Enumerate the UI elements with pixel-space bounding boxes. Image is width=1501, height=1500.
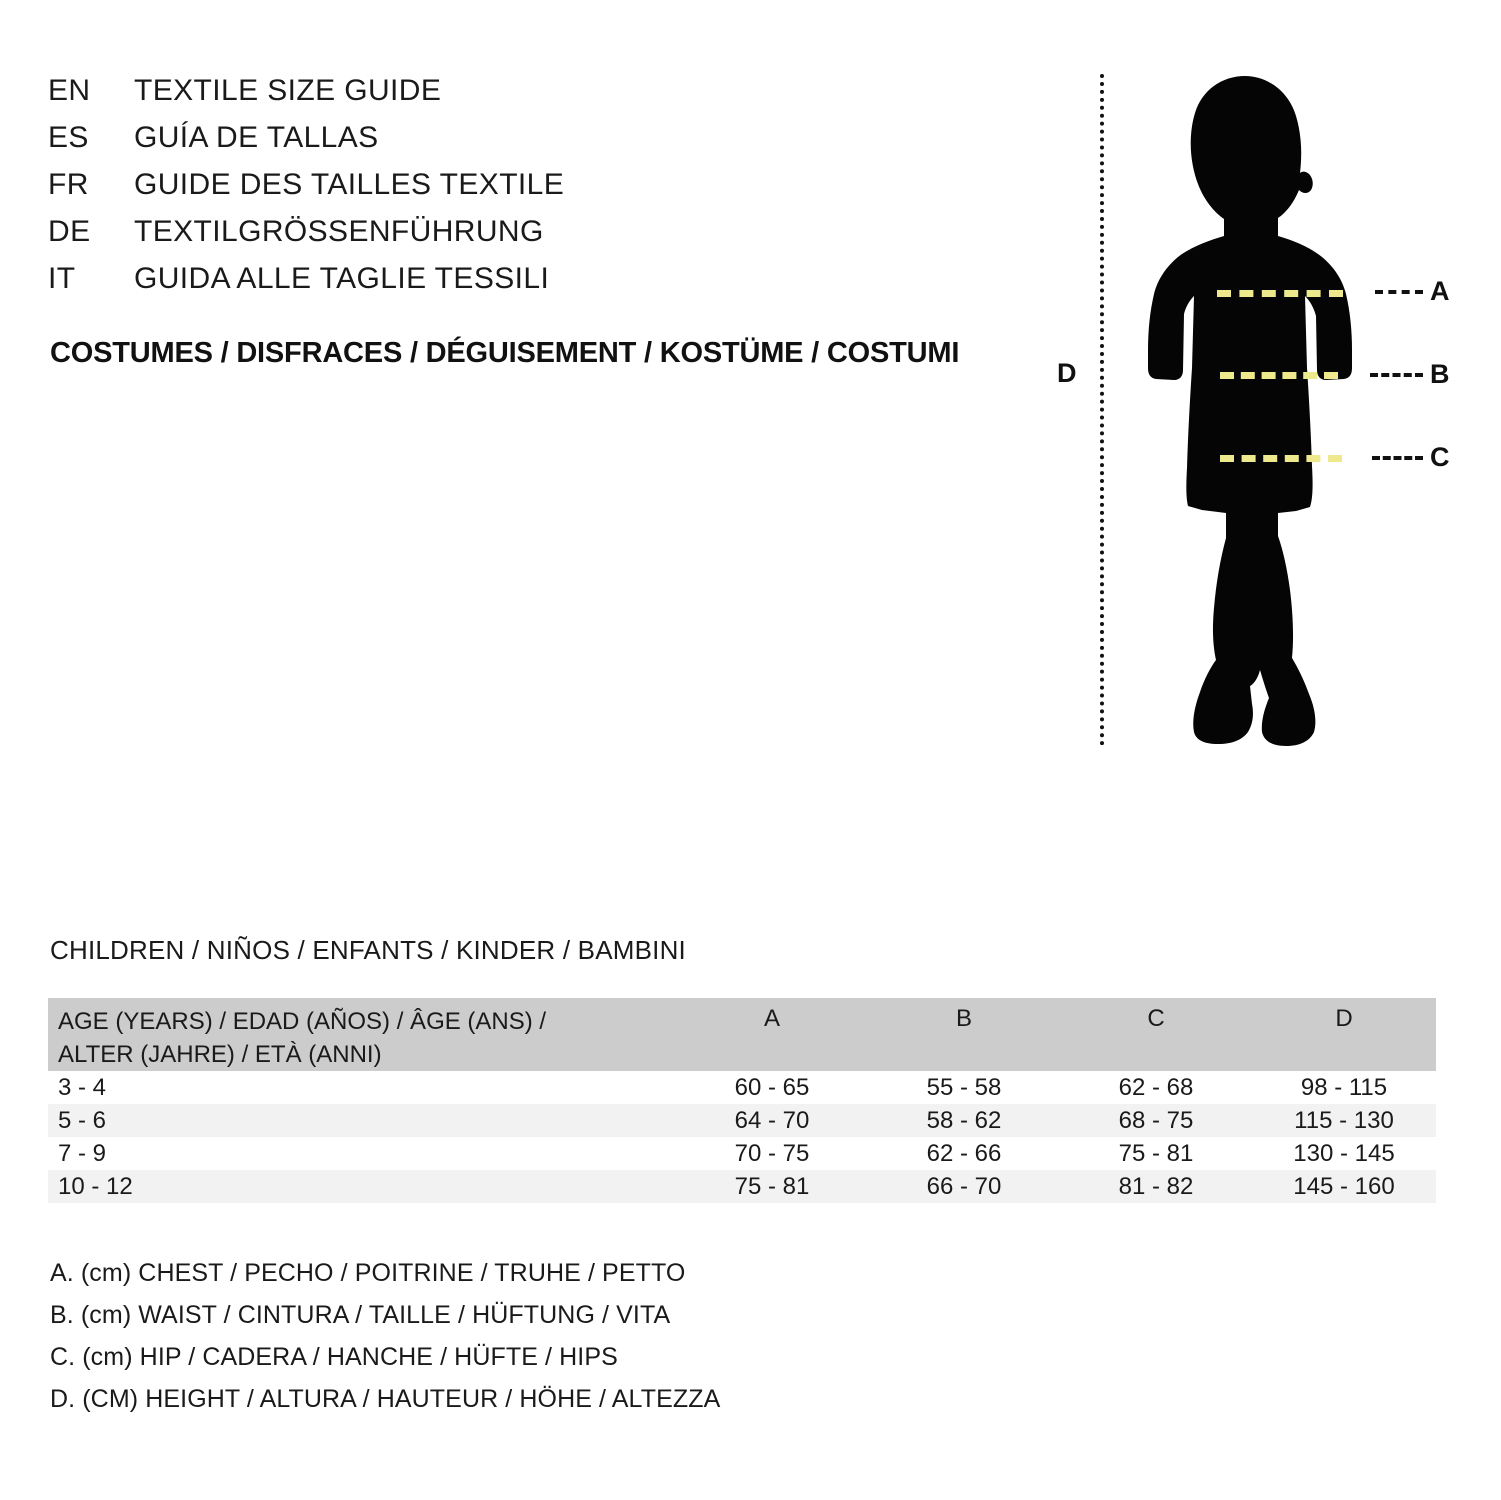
cell-hip: 62 - 68 <box>1118 1074 1194 1101</box>
language-title-de: TEXTILGRÖSSENFÜHRUNG <box>134 215 544 248</box>
cell-waist: 55 - 58 <box>926 1074 1002 1101</box>
table-header-row: AGE (YEARS) / EDAD (AÑOS) / ÂGE (ANS) / … <box>48 998 1436 1071</box>
waist-leader-line <box>1370 373 1423 377</box>
language-title-fr: GUIDE DES TAILLES TEXTILE <box>134 168 565 201</box>
cell-waist: 58 - 62 <box>926 1107 1002 1134</box>
hip-measure-line <box>1220 455 1342 462</box>
column-header-b: B <box>955 1005 972 1032</box>
chest-measure-line <box>1217 290 1343 297</box>
cell-waist: 66 - 70 <box>926 1173 1002 1200</box>
language-title-en: TEXTILE SIZE GUIDE <box>134 74 442 107</box>
language-title-it: GUIDA ALLE TAGLIE TESSILI <box>134 262 550 295</box>
language-header-block: EN TEXTILE SIZE GUIDE ES GUÍA DE TALLAS … <box>48 74 668 309</box>
legend-item-chest: A. (cm) CHEST / PECHO / POITRINE / TRUHE… <box>50 1259 686 1287</box>
language-code-fr: FR <box>48 168 89 201</box>
column-header-age-line1: AGE (YEARS) / EDAD (AÑOS) / ÂGE (ANS) / <box>58 1008 547 1035</box>
measure-label-a: A <box>1430 276 1450 306</box>
cell-waist: 62 - 66 <box>926 1140 1002 1167</box>
cell-hip: 68 - 75 <box>1118 1107 1194 1134</box>
language-code-es: ES <box>48 121 89 154</box>
cell-age: 7 - 9 <box>58 1140 107 1167</box>
cell-hip: 75 - 81 <box>1118 1140 1194 1167</box>
cell-height: 130 - 145 <box>1293 1140 1395 1167</box>
language-row-it: IT GUIDA ALLE TAGLIE TESSILI <box>48 262 668 309</box>
column-header-a: A <box>763 1005 780 1032</box>
height-measure-dotted-line <box>1100 74 1104 746</box>
language-code-en: EN <box>48 74 91 107</box>
measure-label-c: C <box>1430 442 1450 472</box>
table-header: AGE (YEARS) / EDAD (AÑOS) / ÂGE (ANS) / … <box>48 998 1436 1071</box>
size-chart-table: AGE (YEARS) / EDAD (AÑOS) / ÂGE (ANS) / … <box>48 998 1436 1203</box>
language-row-de: DE TEXTILGRÖSSENFÜHRUNG <box>48 215 668 262</box>
measure-label-b: B <box>1430 359 1450 389</box>
cell-chest: 75 - 81 <box>734 1173 810 1200</box>
column-header-age: AGE (YEARS) / EDAD (AÑOS) / ÂGE (ANS) / … <box>48 998 676 1071</box>
height-label-d: D <box>1057 358 1077 388</box>
cell-height: 115 - 130 <box>1294 1107 1394 1134</box>
children-section-title: CHILDREN / NIÑOS / ENFANTS / KINDER / BA… <box>50 935 686 965</box>
table-row: 5 - 6 64 - 70 58 - 62 68 - 75 115 - 130 <box>48 1104 1436 1137</box>
column-header-d: D <box>1335 1005 1353 1032</box>
language-title-es: GUÍA DE TALLAS <box>134 121 379 154</box>
hip-leader-line <box>1372 456 1423 460</box>
column-header-c: C <box>1147 1005 1165 1032</box>
cell-height: 145 - 160 <box>1293 1173 1395 1200</box>
language-row-es: ES GUÍA DE TALLAS <box>48 121 668 168</box>
column-header-age-line2: ALTER (JAHRE) / ETÀ (ANNI) <box>58 1041 382 1068</box>
cell-hip: 81 - 82 <box>1118 1173 1194 1200</box>
cell-age: 10 - 12 <box>58 1173 133 1200</box>
table-body: 3 - 4 60 - 65 55 - 58 62 - 68 98 - 115 5… <box>48 1071 1436 1203</box>
cell-chest: 60 - 65 <box>734 1074 810 1101</box>
language-code-de: DE <box>48 215 91 248</box>
cell-chest: 64 - 70 <box>734 1107 810 1134</box>
table-row: 3 - 4 60 - 65 55 - 58 62 - 68 98 - 115 <box>48 1071 1436 1104</box>
legend-item-height: D. (CM) HEIGHT / ALTURA / HAUTEUR / HÖHE… <box>50 1385 721 1413</box>
measurement-legend: A. (cm) CHEST / PECHO / POITRINE / TRUHE… <box>50 1252 950 1420</box>
cell-age: 3 - 4 <box>58 1074 107 1101</box>
legend-item-hip: C. (cm) HIP / CADERA / HANCHE / HÜFTE / … <box>50 1343 618 1371</box>
language-code-it: IT <box>48 262 76 295</box>
language-row-fr: FR GUIDE DES TAILLES TEXTILE <box>48 168 668 215</box>
cell-age: 5 - 6 <box>58 1107 107 1134</box>
costumes-subtitle: COSTUMES / DISFRACES / DÉGUISEMENT / KOS… <box>50 337 960 369</box>
child-silhouette-icon <box>1148 76 1352 746</box>
waist-measure-line <box>1220 372 1338 379</box>
table-row: 10 - 12 75 - 81 66 - 70 81 - 82 145 - 16… <box>48 1170 1436 1203</box>
table-row: 7 - 9 70 - 75 62 - 66 75 - 81 130 - 145 <box>48 1137 1436 1170</box>
cell-height: 98 - 115 <box>1300 1074 1388 1101</box>
size-diagram: D A B C <box>1040 58 1470 768</box>
legend-item-waist: B. (cm) WAIST / CINTURA / TAILLE / HÜFTU… <box>50 1301 671 1329</box>
language-row-en: EN TEXTILE SIZE GUIDE <box>48 74 668 121</box>
cell-chest: 70 - 75 <box>734 1140 810 1167</box>
chest-leader-line <box>1375 290 1423 294</box>
